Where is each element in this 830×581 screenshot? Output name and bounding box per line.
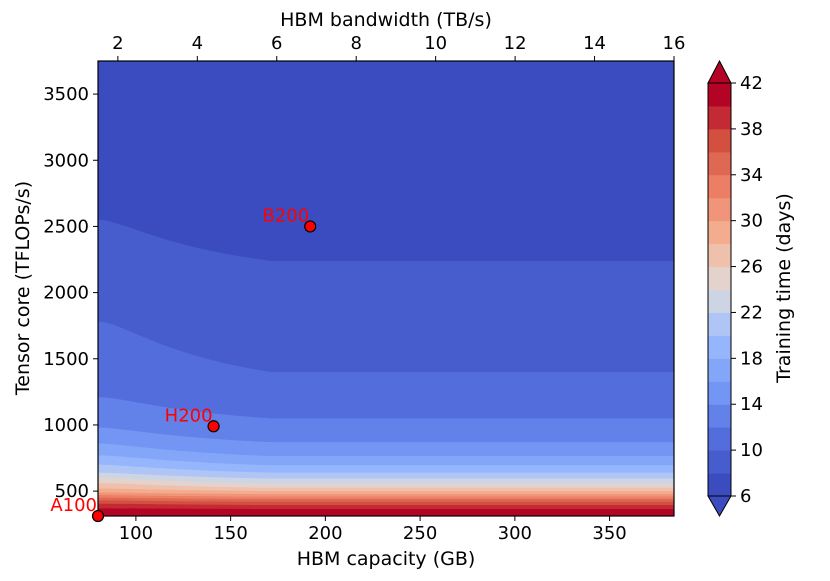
y-tick-label: 3500 [43, 84, 89, 105]
colorbar-segment-8 [708, 450, 731, 474]
colorbar-frame [707, 82, 732, 497]
x-tick-label: 100 [119, 523, 153, 544]
band-level-40 [98, 508, 674, 516]
contour-bands [98, 61, 674, 516]
point-a100-label: A100 [50, 495, 97, 516]
x-tick-label: 250 [403, 523, 437, 544]
x-tick-label: 200 [308, 523, 342, 544]
colorbar-tick-label: 18 [740, 348, 763, 369]
y-tick-label: 3000 [43, 150, 89, 171]
colorbar-segment-18 [708, 335, 731, 359]
colorbar-segment-6 [708, 473, 731, 497]
top-tick-label: 16 [663, 33, 686, 54]
top-tick-label: 8 [350, 33, 361, 54]
top-tick-label: 6 [271, 33, 282, 54]
x-tick-label: 150 [213, 523, 247, 544]
colorbar-segment-10 [708, 427, 731, 451]
colorbar: 6 10 14 18 22 26 30 34 38 42 [707, 59, 763, 518]
x-tick-label: 350 [592, 523, 626, 544]
colorbar-tick-label: 10 [740, 440, 763, 461]
device-markers: A100 H200 B200 [50, 205, 317, 523]
colorbar-segment-34 [708, 151, 731, 176]
colorbar-segment-36 [708, 128, 731, 153]
colorbar-tick-label: 22 [740, 302, 763, 323]
plot-frame [97, 60, 675, 517]
top-tick-label: 4 [192, 33, 203, 54]
y-tick-label: 1000 [43, 415, 89, 436]
colorbar-segment-24 [708, 266, 731, 290]
colorbar-tick-label: 38 [740, 119, 763, 140]
y-tick-label: 500 [55, 481, 89, 502]
point-a100-marker [91, 509, 105, 523]
colorbar-tick-label: 34 [740, 165, 763, 186]
colorbar-segment-14 [708, 381, 731, 405]
colorbar-segment-22 [708, 289, 731, 313]
colorbar-tick-label: 26 [740, 257, 763, 278]
colorbar-segment-32 [708, 174, 731, 199]
colorbar-tick-label: 6 [740, 486, 751, 507]
top-axis-ticks: 2 4 6 8 10 12 14 16 [112, 33, 685, 61]
point-b200-marker [304, 220, 317, 233]
x-axis-label: HBM capacity (GB) [297, 548, 476, 570]
point-h200-marker [207, 420, 220, 433]
colorbar-segment-12 [708, 404, 731, 428]
colorbar-segment-20 [708, 312, 731, 336]
x-axis-ticks: 100 150 200 250 300 350 [119, 516, 627, 544]
y-axis-ticks: 500 1000 1500 2000 2500 3000 3500 [43, 84, 98, 502]
colorbar-segment-30 [708, 197, 731, 222]
colorbar-tick-label: 30 [740, 211, 763, 232]
y-tick-label: 2000 [43, 283, 89, 304]
colorbar-tick-label: 42 [740, 73, 763, 94]
top-tick-label: 2 [112, 33, 123, 54]
colorbar-segment-28 [708, 220, 731, 245]
colorbar-segment-38 [708, 105, 731, 130]
top-axis-label: HBM bandwidth (TB/s) [280, 9, 492, 31]
colorbar-tick-label: 14 [740, 394, 763, 415]
top-tick-label: 12 [504, 33, 527, 54]
y-tick-label: 1500 [43, 349, 89, 370]
y-axis-label: Tensor core (TFLOPs/s) [12, 181, 34, 396]
colorbar-segment-16 [708, 358, 731, 382]
colorbar-extend-top [707, 59, 732, 84]
y-tick-label: 2500 [43, 216, 89, 237]
top-tick-label: 14 [583, 33, 606, 54]
band-level-below-6 [126, 61, 674, 124]
x-tick-label: 300 [498, 523, 532, 544]
colorbar-segment-26 [708, 243, 731, 268]
colorbar-label: Training time (days) [773, 193, 795, 384]
point-h200-label: H200 [165, 405, 213, 426]
point-b200-label: B200 [262, 205, 309, 226]
top-tick-label: 10 [424, 33, 447, 54]
colorbar-segment-40 [708, 83, 731, 107]
colorbar-extend-bottom [707, 495, 732, 518]
